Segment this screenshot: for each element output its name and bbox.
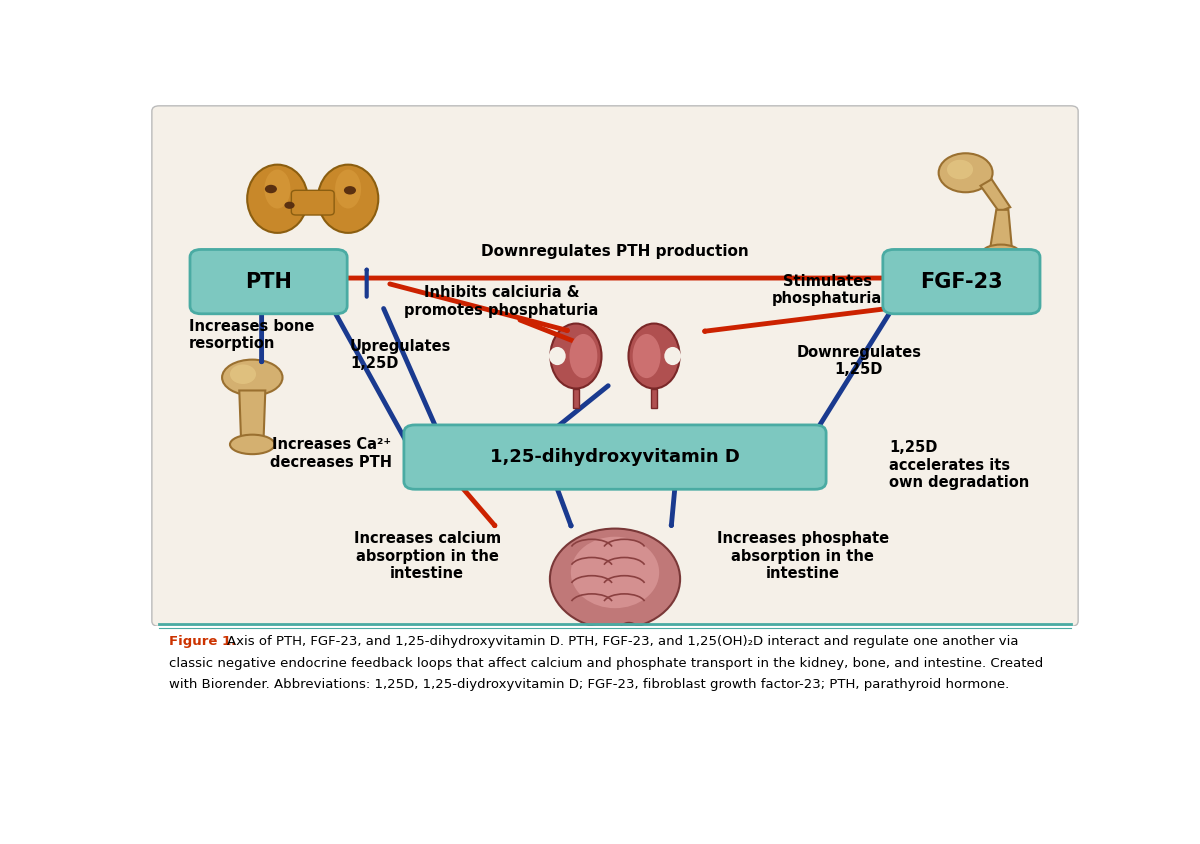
Polygon shape	[980, 179, 1010, 212]
FancyBboxPatch shape	[190, 250, 347, 314]
FancyBboxPatch shape	[883, 250, 1040, 314]
Ellipse shape	[983, 245, 1020, 261]
Text: classic negative endocrine feedback loops that affect calcium and phosphate tran: classic negative endocrine feedback loop…	[168, 657, 1043, 670]
Ellipse shape	[570, 334, 598, 378]
Bar	[150, 626, 1080, 751]
FancyBboxPatch shape	[292, 190, 334, 215]
Ellipse shape	[550, 528, 680, 630]
FancyBboxPatch shape	[404, 425, 826, 490]
Ellipse shape	[629, 323, 679, 388]
Ellipse shape	[222, 360, 282, 395]
Text: Inhibits calciuria &
promotes phosphaturia: Inhibits calciuria & promotes phosphatur…	[404, 285, 599, 317]
Ellipse shape	[551, 323, 601, 388]
FancyArrow shape	[652, 388, 656, 408]
Text: Downregulates PTH production: Downregulates PTH production	[481, 244, 749, 258]
Ellipse shape	[335, 170, 361, 208]
Ellipse shape	[548, 347, 565, 365]
Ellipse shape	[619, 623, 640, 642]
Ellipse shape	[571, 537, 659, 609]
Ellipse shape	[938, 154, 992, 192]
Ellipse shape	[265, 185, 277, 193]
Text: Downregulates
1,25D: Downregulates 1,25D	[796, 345, 922, 377]
Ellipse shape	[284, 202, 295, 208]
Text: Increases calcium
absorption in the
intestine: Increases calcium absorption in the inte…	[354, 531, 500, 582]
Ellipse shape	[264, 170, 290, 208]
Ellipse shape	[947, 160, 973, 179]
Polygon shape	[239, 391, 265, 442]
Text: Axis of PTH, FGF-23, and 1,25-dihydroxyvitamin D. PTH, FGF-23, and 1,25(OH)₂D in: Axis of PTH, FGF-23, and 1,25-dihydroxyv…	[227, 636, 1019, 648]
Text: with Biorender. Abbreviations: 1,25D, 1,25-diydroxyvitamin D; FGF-23, fibroblast: with Biorender. Abbreviations: 1,25D, 1,…	[168, 679, 1009, 691]
Ellipse shape	[344, 186, 356, 194]
Text: 1,25D
accelerates its
own degradation: 1,25D accelerates its own degradation	[889, 441, 1030, 490]
Text: Increases Ca²⁺
decreases PTH: Increases Ca²⁺ decreases PTH	[270, 437, 392, 470]
Ellipse shape	[318, 165, 378, 233]
Polygon shape	[990, 210, 1012, 251]
Text: Figure 1.: Figure 1.	[168, 636, 236, 648]
Ellipse shape	[632, 334, 660, 378]
Ellipse shape	[230, 435, 275, 454]
FancyArrow shape	[574, 388, 578, 408]
Ellipse shape	[247, 165, 307, 233]
Text: FGF-23: FGF-23	[920, 272, 1003, 292]
Text: 1,25-dihydroxyvitamin D: 1,25-dihydroxyvitamin D	[490, 448, 740, 466]
Text: Increases phosphate
absorption in the
intestine: Increases phosphate absorption in the in…	[716, 531, 889, 582]
Text: PTH: PTH	[245, 272, 292, 292]
Text: Upregulates
1,25D: Upregulates 1,25D	[350, 338, 451, 371]
Ellipse shape	[230, 365, 256, 384]
Text: Stimulates
phosphaturia: Stimulates phosphaturia	[772, 273, 882, 306]
FancyBboxPatch shape	[152, 106, 1078, 626]
Ellipse shape	[665, 347, 682, 365]
Text: Increases bone
resorption: Increases bone resorption	[190, 319, 314, 351]
